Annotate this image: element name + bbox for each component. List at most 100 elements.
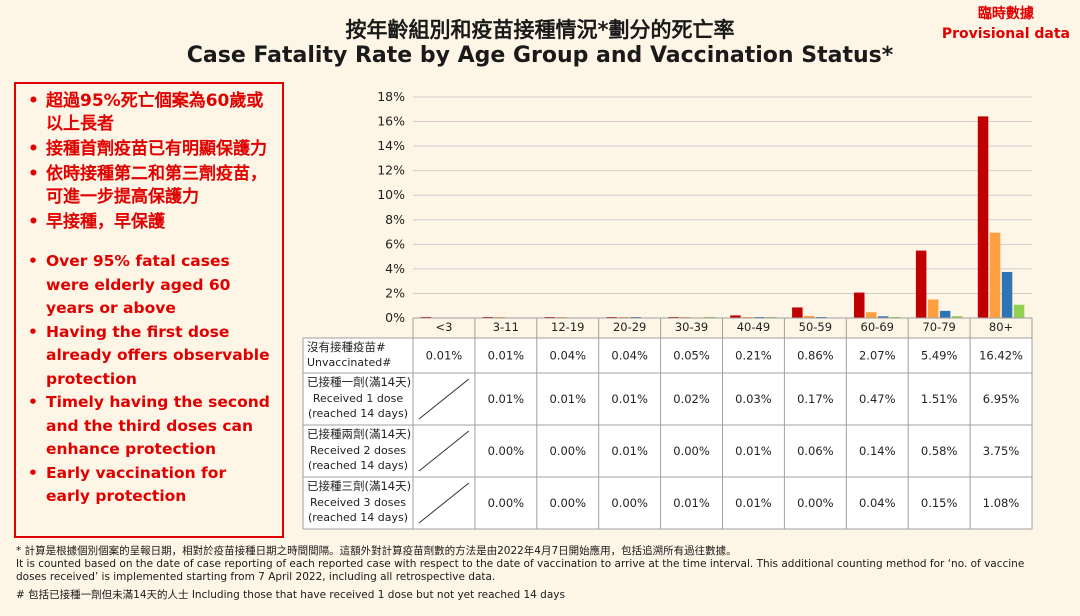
fatality-rate-bar-chart: 0% 2% 4% 6% 8% 10% 12% 14% 16% 18% <3 3-11 12-19 20-… bbox=[302, 89, 1033, 530]
data-value-label: 0.17% bbox=[797, 392, 834, 406]
bar-1-8 bbox=[854, 292, 865, 318]
data-value-label: 0.86% bbox=[797, 349, 834, 363]
key-point-en-1: Over 95% fatal cases were elderly aged 6… bbox=[28, 250, 274, 321]
data-value-label: 5.49% bbox=[921, 349, 958, 363]
data-value-label: 0.01% bbox=[673, 496, 710, 510]
key-point-zh-2: 接種首劑疫苗已有明顯保護力 bbox=[28, 138, 274, 161]
bar-3-9 bbox=[939, 310, 951, 318]
provisional-label-chinese: 臨時數據 bbox=[977, 6, 1034, 22]
key-point-en-2: Having the first dose already offers obs… bbox=[28, 321, 274, 392]
x-category-label: 20-29 bbox=[613, 320, 646, 334]
y-tick-label: 18% bbox=[377, 89, 405, 104]
data-value-label: 0.01% bbox=[426, 349, 463, 363]
y-tick-label: 8% bbox=[385, 212, 405, 227]
key-point-zh-3: 依時接種第二和第三劑疫苗，可進一步提高保護力 bbox=[28, 163, 274, 209]
key-point-zh-1: 超過95%死亡個案為60歲或以上長者 bbox=[28, 90, 274, 136]
data-value-label: 0.15% bbox=[921, 496, 958, 510]
footnotes: * 計算是根據個別個案的呈報日期，相對於疫苗接種日期之時間間隔。這額外對計算疫苗… bbox=[16, 545, 1076, 602]
y-tick-label: 4% bbox=[385, 261, 405, 276]
data-value-label: 0.00% bbox=[611, 496, 648, 510]
bar-2-9 bbox=[927, 299, 939, 318]
data-value-label: 1.51% bbox=[921, 392, 958, 406]
series-label-en-sub: (reached 14 days) bbox=[308, 407, 408, 420]
bar-2-7 bbox=[804, 315, 815, 318]
y-tick-label: 0% bbox=[385, 310, 405, 325]
data-value-label: 0.00% bbox=[673, 444, 710, 458]
data-value-label: 0.58% bbox=[921, 444, 958, 458]
provisional-data-label: 臨時數據 Provisional data bbox=[942, 4, 1070, 44]
data-value-label: 0.05% bbox=[673, 349, 710, 363]
bar-4-10 bbox=[1013, 304, 1025, 318]
series-label-zh: 已接種兩劑(滿14天) bbox=[307, 427, 411, 441]
series-label-en-sub: (reached 14 days) bbox=[308, 511, 408, 524]
x-category-label: 30-39 bbox=[675, 320, 708, 334]
data-value-label: 0.00% bbox=[549, 496, 586, 510]
key-point-zh-4: 早接種，早保護 bbox=[28, 211, 274, 234]
data-value-label: 3.75% bbox=[983, 444, 1020, 458]
data-value-label: 2.07% bbox=[859, 349, 896, 363]
data-value-label: 0.01% bbox=[735, 496, 772, 510]
data-value-label: 0.00% bbox=[549, 444, 586, 458]
provisional-label-english: Provisional data bbox=[941, 26, 1070, 42]
bar-1-7 bbox=[792, 307, 803, 318]
data-value-label: 16.42% bbox=[979, 349, 1023, 363]
data-value-label: 0.04% bbox=[611, 349, 648, 363]
bar-1-10 bbox=[977, 116, 989, 318]
x-category-label: 60-69 bbox=[861, 320, 894, 334]
key-point-en-3: Timely having the second and the third d… bbox=[28, 391, 274, 462]
footnote-hash: # 包括已接種一劑但未滿14天的人士 Including those that … bbox=[16, 589, 565, 601]
series-label-en-sub: (reached 14 days) bbox=[308, 459, 408, 472]
data-value-label: 0.04% bbox=[859, 496, 896, 510]
x-category-label: 40-49 bbox=[737, 320, 770, 334]
chart-title-chinese: 按年齡組別和疫苗接種情況*劃分的死亡率 bbox=[345, 18, 735, 42]
no-data-slash bbox=[418, 430, 470, 472]
x-category-label: 80+ bbox=[989, 320, 1013, 334]
chart-title-english: Case Fatality Rate by Age Group and Vacc… bbox=[186, 43, 894, 68]
bar-2-10 bbox=[989, 232, 1001, 318]
bar-4-9 bbox=[951, 316, 963, 318]
y-tick-label: 6% bbox=[385, 236, 405, 251]
key-points-chinese: 超過95%死亡個案為60歲或以上長者 接種首劑疫苗已有明顯保護力 依時接種第二和… bbox=[16, 84, 282, 234]
data-value-label: 0.01% bbox=[488, 392, 525, 406]
table-background bbox=[303, 338, 1032, 529]
data-value-label: 0.21% bbox=[735, 349, 772, 363]
series-label-zh: 沒有接種疫苗# bbox=[307, 340, 386, 354]
bar-1-9 bbox=[915, 250, 927, 318]
no-data-slash bbox=[418, 378, 470, 420]
series-label-en: Received 3 doses bbox=[310, 496, 406, 509]
data-value-label: 6.95% bbox=[983, 392, 1020, 406]
key-point-en-4: Early vaccination for early protection bbox=[28, 462, 274, 509]
x-category-label: 70-79 bbox=[922, 320, 955, 334]
footnote-star-english-line2: doses received’ is implemented starting … bbox=[16, 571, 496, 583]
x-category-label: 3-11 bbox=[493, 320, 519, 334]
series-label-zh: 已接種一劑(滿14天) bbox=[307, 375, 411, 389]
data-value-label: 0.02% bbox=[673, 392, 710, 406]
data-value-label: 0.00% bbox=[488, 496, 525, 510]
bar-2-8 bbox=[866, 312, 877, 318]
series-label-en: Received 2 doses bbox=[310, 444, 406, 457]
y-tick-label: 16% bbox=[377, 114, 405, 129]
data-value-label: 0.06% bbox=[797, 444, 834, 458]
y-tick-label: 14% bbox=[377, 138, 405, 153]
footnote-star-chinese: * 計算是根據個別個案的呈報日期，相對於疫苗接種日期之時間間隔。這額外對計算疫苗… bbox=[16, 545, 737, 557]
data-value-label: 0.01% bbox=[611, 444, 648, 458]
x-category-label: <3 bbox=[435, 320, 452, 334]
y-tick-label: 10% bbox=[377, 187, 405, 202]
data-value-label: 0.04% bbox=[549, 349, 586, 363]
data-value-label: 0.47% bbox=[859, 392, 896, 406]
bar-1-6 bbox=[730, 315, 741, 318]
data-value-label: 0.01% bbox=[549, 392, 586, 406]
series-label-en: Unvaccinated# bbox=[307, 356, 391, 369]
series-label-zh: 已接種三劑(滿14天) bbox=[307, 479, 411, 493]
x-category-label: 12-19 bbox=[551, 320, 584, 334]
key-points-english: Over 95% fatal cases were elderly aged 6… bbox=[16, 244, 282, 509]
data-value-label: 0.03% bbox=[735, 392, 772, 406]
data-value-label: 0.00% bbox=[488, 444, 525, 458]
data-value-label: 0.00% bbox=[797, 496, 834, 510]
x-category-label: 50-59 bbox=[799, 320, 832, 334]
data-value-label: 0.01% bbox=[488, 349, 525, 363]
y-tick-label: 2% bbox=[385, 285, 405, 300]
data-value-label: 0.01% bbox=[611, 392, 648, 406]
footnote-star-english-line1: It is counted based on the date of case … bbox=[16, 558, 1025, 570]
key-points-box: 超過95%死亡個案為60歲或以上長者 接種首劑疫苗已有明顯保護力 依時接種第二和… bbox=[14, 82, 284, 538]
